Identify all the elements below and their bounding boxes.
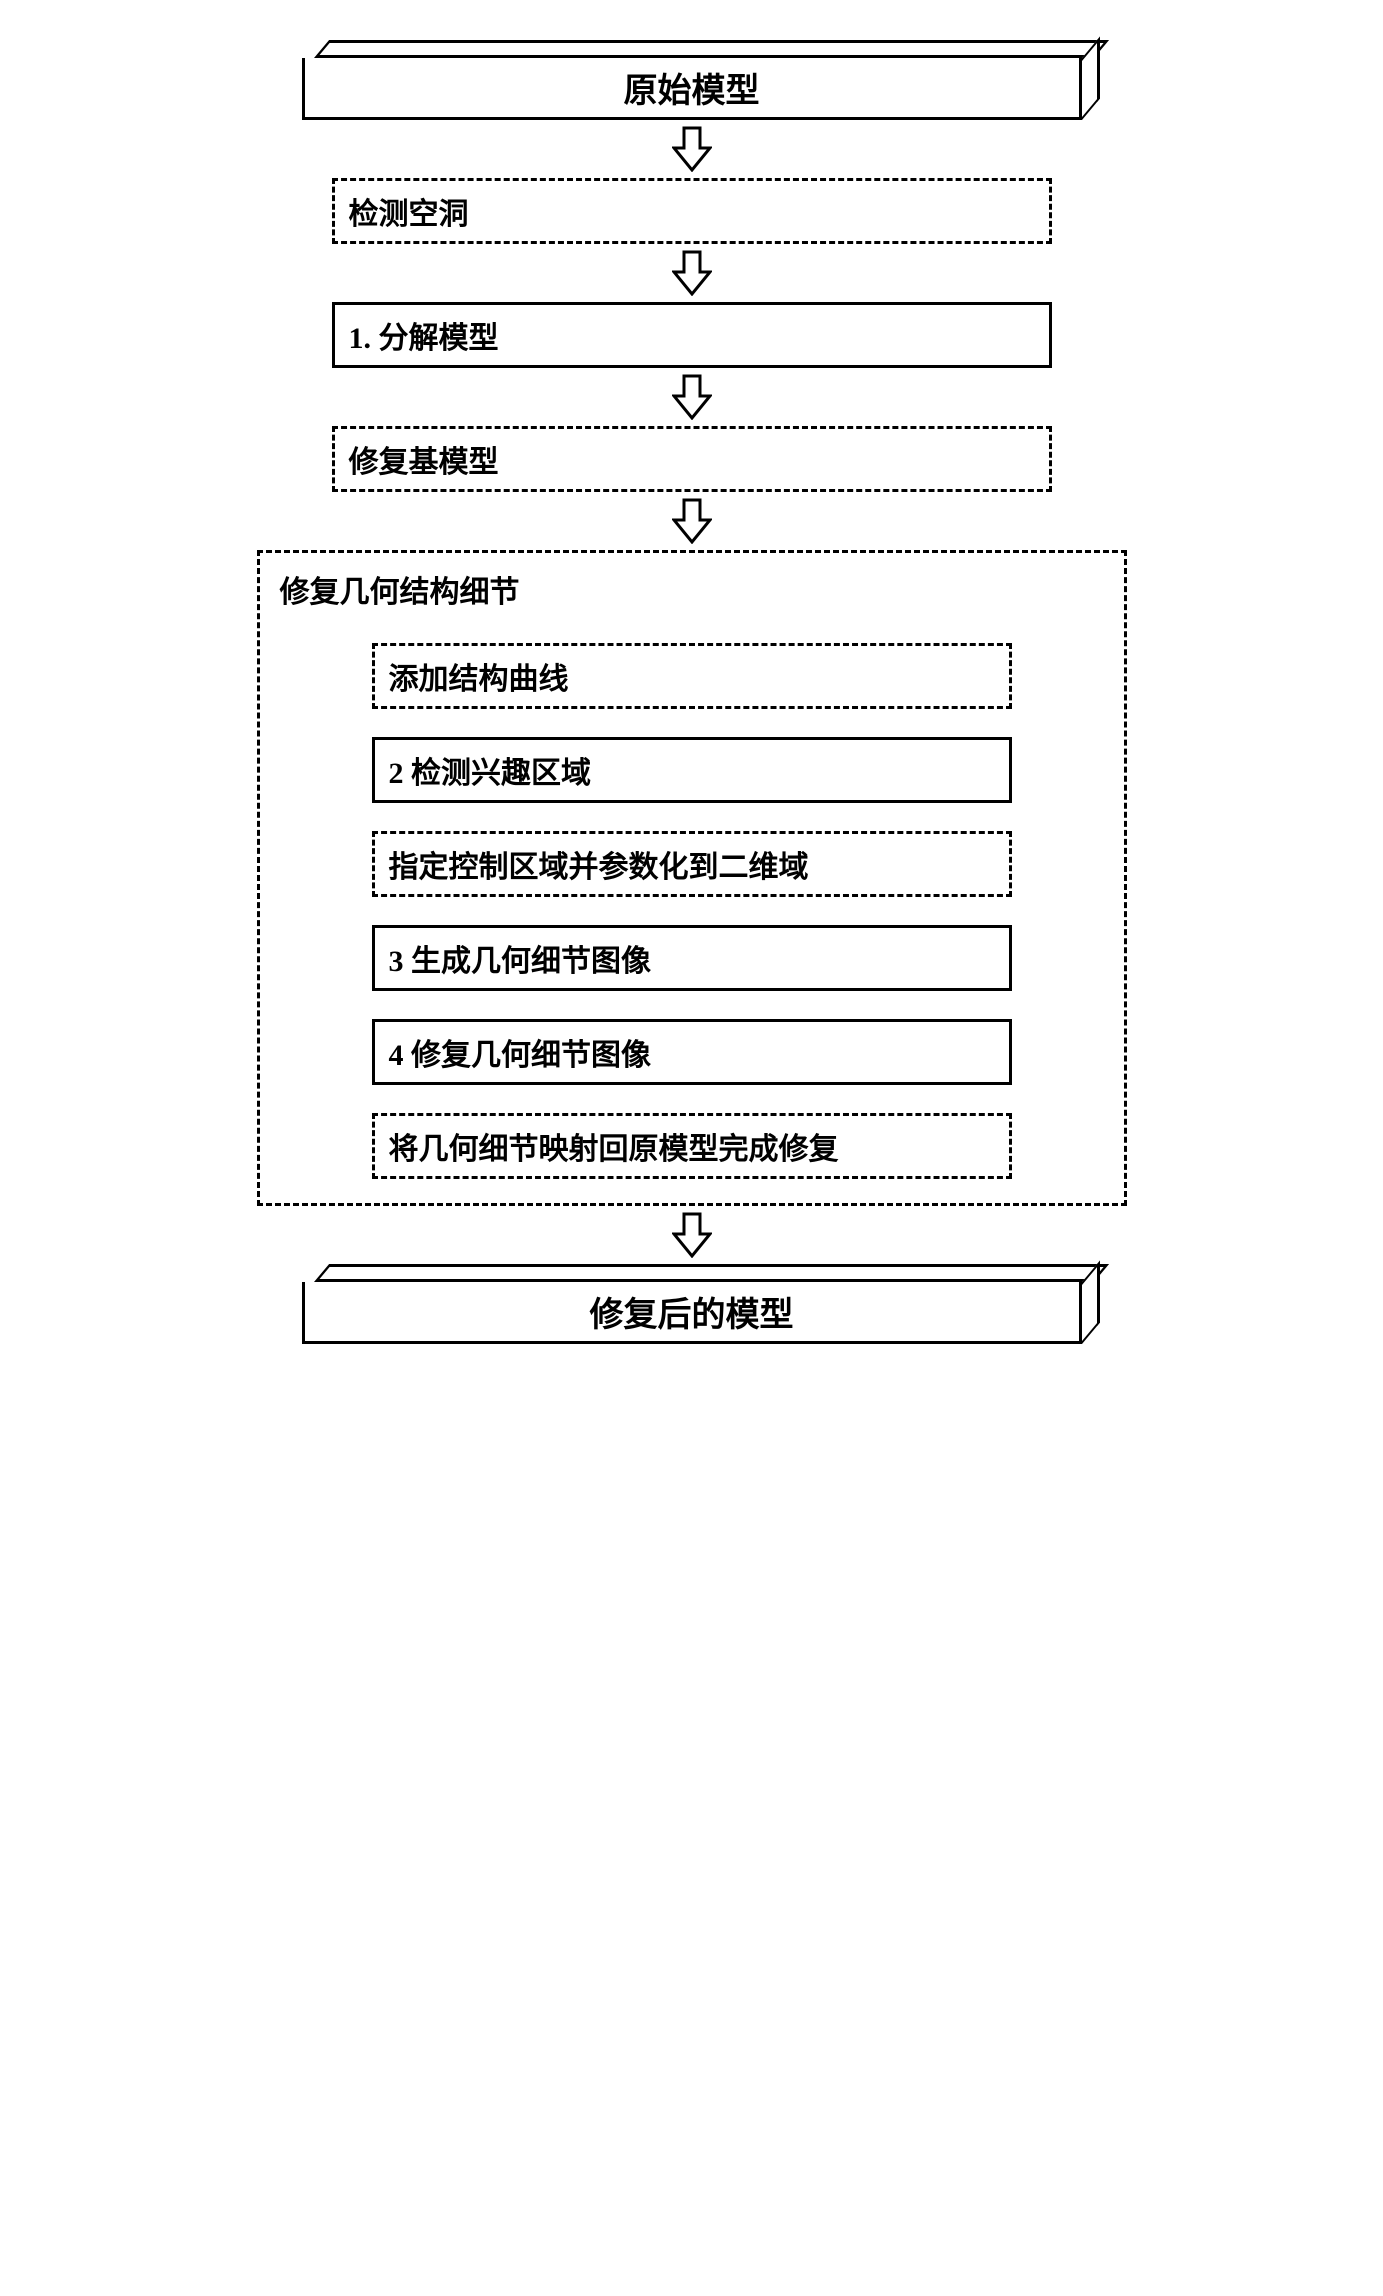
node-repair-img: 4 修复几何细节图像 (372, 1019, 1012, 1085)
node-detect-roi: 2 检测兴趣区域 (372, 737, 1012, 803)
node-gen-img: 3 生成几何细节图像 (372, 925, 1012, 991)
node-repair-base-label: 修复基模型 (349, 446, 499, 479)
node-detect-roi-label: 2 检测兴趣区域 (389, 757, 592, 790)
node-detect-hole-label: 检测空洞 (349, 198, 469, 231)
node-gen-img-label: 3 生成几何细节图像 (389, 945, 652, 978)
arrow-icon (672, 250, 712, 296)
node-decompose: 1. 分解模型 (332, 302, 1052, 368)
node-end-label: 修复后的模型 (302, 1282, 1082, 1344)
node-detect-hole: 检测空洞 (332, 178, 1052, 244)
arrow-icon (672, 126, 712, 172)
node-end: 修复后的模型 (302, 1264, 1082, 1344)
node-param2d-label: 指定控制区域并参数化到二维域 (389, 851, 809, 884)
node-map-back-label: 将几何细节映射回原模型完成修复 (389, 1133, 839, 1166)
node-start-label: 原始模型 (302, 58, 1082, 120)
node-repair-img-label: 4 修复几何细节图像 (389, 1039, 652, 1072)
node-map-back: 将几何细节映射回原模型完成修复 (372, 1113, 1012, 1179)
node-repair-base: 修复基模型 (332, 426, 1052, 492)
node-detail-group-label: 修复几何结构细节 (280, 567, 520, 611)
arrow-icon (672, 374, 712, 420)
node-start: 原始模型 (302, 40, 1082, 120)
node-param2d: 指定控制区域并参数化到二维域 (372, 831, 1012, 897)
node-detail-group: 修复几何结构细节 添加结构曲线 2 检测兴趣区域 指定控制区域并参数化到二维域 … (257, 550, 1127, 1206)
node-add-curve: 添加结构曲线 (372, 643, 1012, 709)
arrow-icon (672, 1212, 712, 1258)
flowchart: 原始模型 检测空洞 1. 分解模型 修复基模型 修复几何结构细节 添加结构曲线 … (242, 40, 1142, 1344)
node-decompose-label: 1. 分解模型 (349, 322, 499, 355)
arrow-icon (672, 498, 712, 544)
node-add-curve-label: 添加结构曲线 (389, 663, 569, 696)
